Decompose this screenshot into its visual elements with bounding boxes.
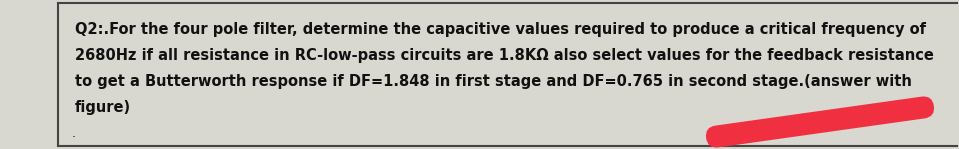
Text: to get a Butterworth response if DF=1.848 in first stage and DF=0.765 in second : to get a Butterworth response if DF=1.84…	[75, 74, 912, 89]
Text: figure): figure)	[75, 100, 131, 115]
Text: ·: ·	[72, 132, 76, 145]
FancyBboxPatch shape	[706, 96, 934, 148]
Text: Q2:.For the four pole filter, determine the capacitive values required to produc: Q2:.For the four pole filter, determine …	[75, 22, 926, 37]
Text: 2680Hz if all resistance in RC-low-pass circuits are 1.8KΩ also select values fo: 2680Hz if all resistance in RC-low-pass …	[75, 48, 934, 63]
